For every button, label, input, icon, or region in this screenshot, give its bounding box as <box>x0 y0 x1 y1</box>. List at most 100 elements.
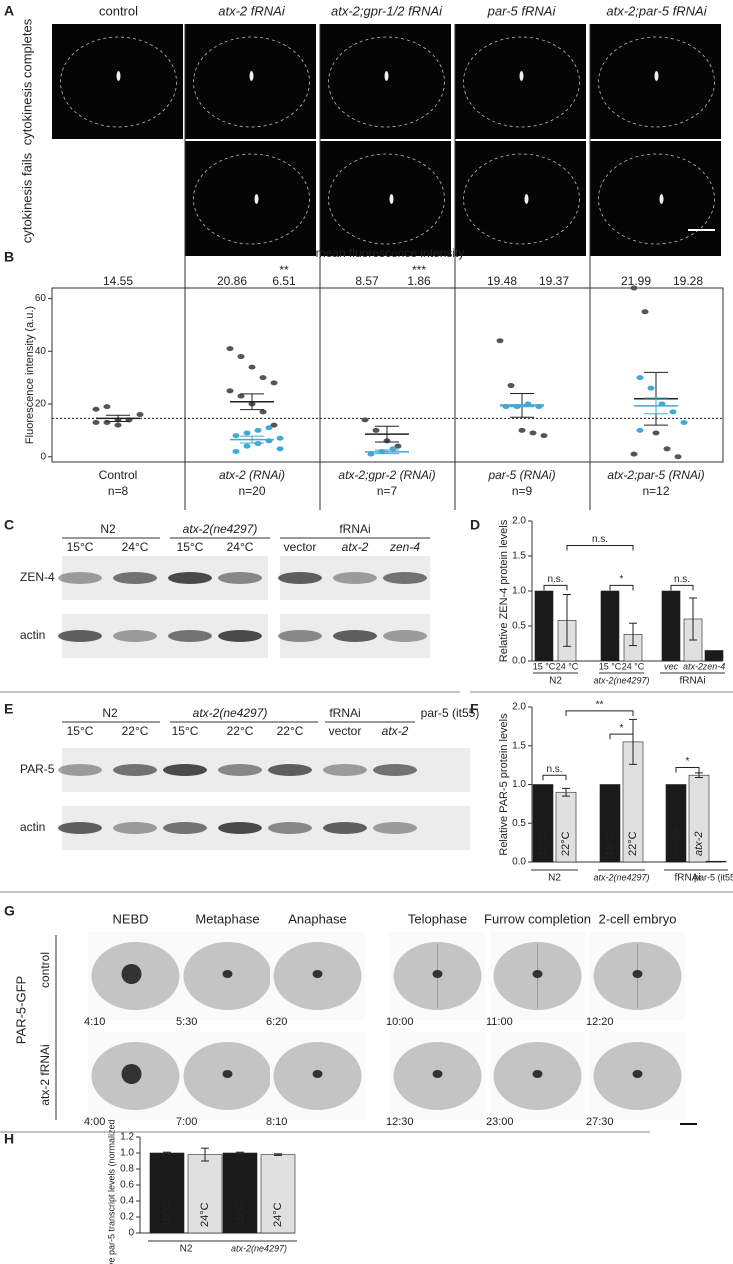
row-label: cytokinesis fails <box>19 152 34 243</box>
blot-band <box>113 630 157 642</box>
column-header: atx-2;par-5 fRNAi <box>606 3 707 18</box>
embryo-outline <box>328 153 445 245</box>
data-point <box>529 430 537 436</box>
group-label: atx-2(ne4297) <box>183 522 258 536</box>
mean-label: 14.55 <box>103 274 133 288</box>
bar <box>534 590 554 662</box>
panel-label: C <box>4 517 14 533</box>
column-header: atx-2 fRNAi <box>218 3 286 18</box>
data-point <box>669 409 677 415</box>
group-label: fRNAi <box>679 676 705 687</box>
time-label: 5:30 <box>176 1016 197 1028</box>
blot-band <box>218 572 262 584</box>
panel-label: D <box>470 517 480 533</box>
bar-label: 15°C <box>604 831 616 856</box>
blot-band <box>58 764 102 776</box>
bar-label: vec <box>664 661 679 671</box>
y-tick-label: 0.2 <box>120 1212 134 1223</box>
lane-label: 15°C <box>177 540 204 554</box>
mean-label: 19.37 <box>539 274 569 288</box>
panel-label: H <box>4 1131 14 1147</box>
significance-bracket <box>542 774 567 781</box>
blot-band <box>323 764 367 776</box>
time-label: 4:10 <box>84 1016 105 1028</box>
micrograph <box>590 141 721 256</box>
data-point <box>636 427 644 433</box>
bar-label: 15 °C <box>599 661 622 671</box>
y-tick-label: 0.6 <box>120 1180 134 1191</box>
group-n: n=20 <box>238 484 265 498</box>
bar <box>661 590 681 662</box>
y-tick-label: 60 <box>35 293 47 304</box>
data-point <box>237 354 245 360</box>
bar-label: 24 °C <box>622 661 645 671</box>
y-tick-label: 0 <box>40 451 46 462</box>
y-tick-label: 0.4 <box>120 1196 134 1207</box>
blot-band <box>268 822 312 834</box>
y-tick-label: 40 <box>35 346 47 357</box>
bar-label: atx-2 <box>683 661 703 671</box>
y-tick-label: 1.5 <box>512 551 526 562</box>
data-point <box>259 375 267 381</box>
mean-label: 20.86 <box>217 274 247 288</box>
stage-label: Furrow completion <box>484 911 591 926</box>
bar-label: zen-4 <box>702 661 726 671</box>
panel-label: B <box>4 249 14 265</box>
data-point <box>254 427 262 433</box>
group-label: fRNAi <box>329 706 360 720</box>
bar-label: 15 °C <box>533 661 556 671</box>
column-header: par-5 fRNAi <box>487 3 557 18</box>
row-label: actin <box>20 820 45 834</box>
embryo-outline <box>328 36 445 128</box>
mean-label: 19.48 <box>487 274 517 288</box>
stage-label: Telophase <box>408 911 467 926</box>
bar-label: 24°C <box>199 1202 211 1227</box>
panel-label: G <box>4 903 15 919</box>
midbody <box>249 71 254 81</box>
significance: ** <box>279 263 289 277</box>
lane-label: vector <box>329 724 362 738</box>
significance: * <box>620 574 624 585</box>
spot <box>432 1070 443 1078</box>
significance-bracket <box>566 545 634 551</box>
group-label: par-5 (RNAi) <box>487 468 555 482</box>
data-point <box>259 409 267 415</box>
row-label: PAR-5 <box>20 762 55 776</box>
stage-label: Metaphase <box>195 911 259 926</box>
group-label: atx-2 (RNAi) <box>219 468 285 482</box>
time-label: 12:30 <box>386 1116 414 1128</box>
data-point <box>114 422 122 428</box>
blot-band <box>268 764 312 776</box>
mean-label: 19.28 <box>673 274 703 288</box>
blot-band <box>113 822 157 834</box>
data-point <box>496 338 504 344</box>
blot-band <box>278 630 322 642</box>
time-label: 12:20 <box>586 1016 614 1028</box>
y-axis-label: relative par-5 transcript levels (normal… <box>106 1083 116 1264</box>
bar <box>705 860 727 863</box>
spot <box>312 1070 323 1078</box>
lane-label: 15°C <box>67 724 94 738</box>
significance-bracket <box>609 584 634 591</box>
plot-frame <box>51 287 724 463</box>
group-label: atx-2(ne4297) <box>593 675 649 685</box>
group-label: fRNAi <box>674 873 700 884</box>
blot-band <box>373 764 417 776</box>
midbody <box>384 71 389 81</box>
y-axis-label: Relative ZEN-4 protein levels <box>498 519 510 662</box>
micrograph <box>590 24 721 139</box>
blot-band <box>218 764 262 776</box>
spot <box>312 970 323 978</box>
data-point <box>518 427 526 433</box>
midbody <box>524 194 529 204</box>
bar-label: 15°C <box>234 1202 246 1227</box>
bar <box>704 650 724 662</box>
blot-band <box>168 630 212 642</box>
blot-band <box>218 630 262 642</box>
significance-bracket <box>670 584 694 591</box>
lane-label: 15°C <box>172 724 199 738</box>
data-point <box>372 427 380 433</box>
micrograph <box>185 141 316 256</box>
blot-band <box>383 572 427 584</box>
data-point <box>630 451 638 457</box>
